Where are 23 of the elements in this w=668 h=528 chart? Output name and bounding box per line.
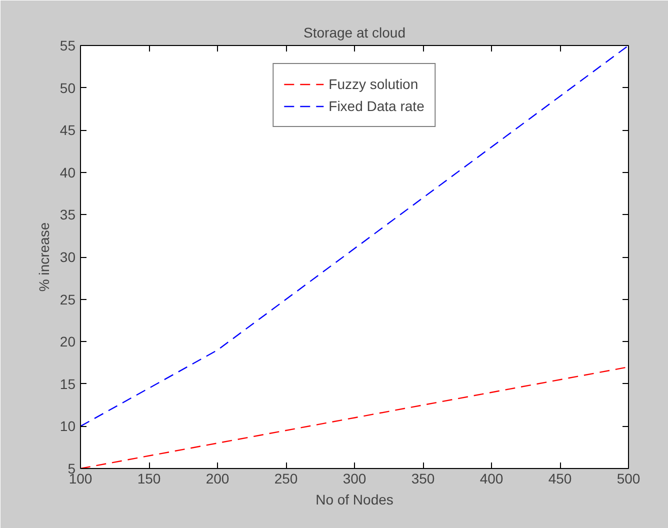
y-tick-label: 35 [60, 206, 76, 223]
x-tick-label: 500 [616, 470, 640, 486]
x-axis-title: No of Nodes [316, 492, 394, 508]
y-tick-label: 45 [60, 122, 76, 138]
x-tick-label: 200 [206, 470, 230, 486]
legend-label: Fixed Data rate [328, 98, 424, 114]
y-tick-label: 25 [60, 291, 76, 308]
y-tick-label: 10 [60, 418, 76, 434]
y-tick-label: 40 [60, 164, 76, 180]
y-axis-title: % increase [36, 222, 52, 292]
y-tick-label: 15 [60, 376, 76, 392]
chart-title: Storage at cloud [304, 24, 406, 40]
y-tick-label: 30 [60, 249, 76, 265]
x-tick-label: 150 [137, 470, 161, 486]
x-tick-label: 450 [548, 470, 572, 486]
x-tick-label: 300 [342, 470, 366, 486]
legend-label: Fuzzy solution [328, 76, 418, 92]
x-tick-label: 350 [411, 470, 435, 486]
y-tick-label: 50 [60, 80, 76, 96]
x-tick-label: 250 [274, 470, 298, 486]
x-tick-label: 400 [480, 470, 504, 486]
y-tick-label: 55 [60, 38, 76, 54]
y-tick-label: 20 [60, 334, 76, 350]
